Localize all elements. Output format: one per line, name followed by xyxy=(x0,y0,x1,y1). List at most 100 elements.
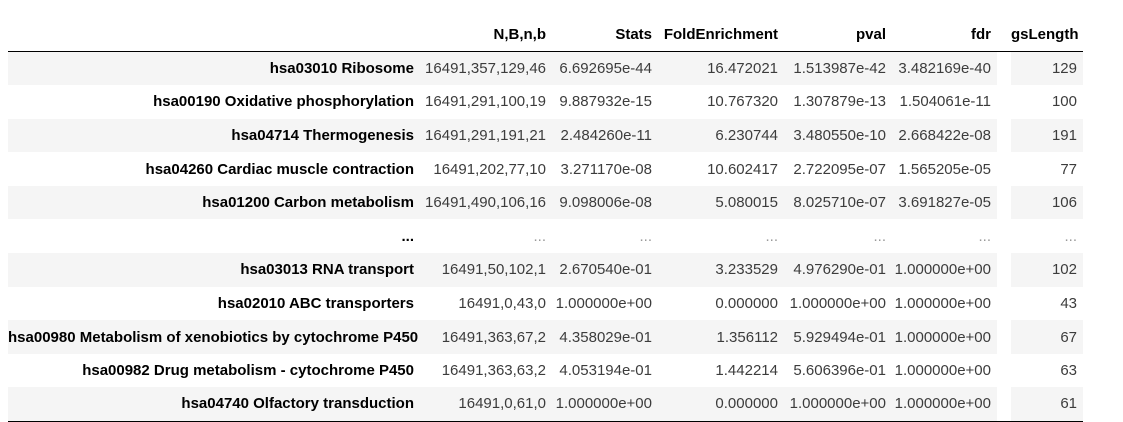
cell-value: ... xyxy=(420,219,552,254)
header-row: N,B,n,b Stats FoldEnrichment pval fdr gsLengt… xyxy=(8,20,1083,52)
pathway-label: hsa04260 Cardiac muscle contraction xyxy=(8,152,420,186)
cell-value: 16491,0,61,0 xyxy=(420,387,552,422)
column-gap-spacer xyxy=(997,286,1011,321)
column-gap-spacer xyxy=(997,320,1011,354)
cell-value: 1.442214 xyxy=(658,353,784,388)
cell-value: 3.480550e-10 xyxy=(784,118,892,153)
pathway-label: hsa00982 Drug metabolism - cytochrome P4… xyxy=(8,353,420,388)
column-gap-spacer xyxy=(997,353,1011,388)
row-index-corner xyxy=(8,20,420,52)
cell-value: 100 xyxy=(1011,85,1083,119)
table-row: hsa04260 Cardiac muscle contraction 16491… xyxy=(8,152,1083,186)
cell-value: 4.053194e-01 xyxy=(552,353,658,388)
cell-value: 1.000000e+00 xyxy=(552,286,658,321)
cell-value: ... xyxy=(892,219,997,254)
cell-value: 1.565205e-05 xyxy=(892,152,997,186)
cell-value: 1.000000e+00 xyxy=(892,353,997,388)
cell-value: 2.668422e-08 xyxy=(892,118,997,153)
pathway-label: hsa03013 RNA transport xyxy=(8,253,420,287)
cell-value: 16.472021 xyxy=(658,51,784,86)
cell-value: ... xyxy=(552,219,658,254)
pathway-label: hsa02010 ABC transporters xyxy=(8,286,420,321)
cell-value: 0.000000 xyxy=(658,286,784,321)
table-row: hsa00190 Oxidative phosphorylation 16491,… xyxy=(8,85,1083,119)
table-body: hsa03010 Ribosome 16491,357,129,46 6.69269… xyxy=(8,51,1083,422)
column-header: Stats xyxy=(552,20,658,52)
cell-value: 3.271170e-08 xyxy=(552,152,658,186)
cell-value: 2.722095e-07 xyxy=(784,152,892,186)
cell-value: 191 xyxy=(1011,118,1083,153)
pathway-label: hsa01200 Carbon metabolism xyxy=(8,185,420,220)
pathway-label: hsa04714 Thermogenesis xyxy=(8,118,420,153)
pathway-label: hsa04740 Olfactory transduction xyxy=(8,387,420,422)
column-header: N,B,n,b xyxy=(420,20,552,52)
cell-value: 6.692695e-44 xyxy=(552,51,658,86)
pathway-label: ... xyxy=(8,219,420,254)
pathway-label: hsa00190 Oxidative phosphorylation xyxy=(8,85,420,119)
cell-value: 4.976290e-01 xyxy=(784,253,892,287)
cell-value: 3.691827e-05 xyxy=(892,185,997,220)
cell-value: 3.482169e-40 xyxy=(892,51,997,86)
cell-value: 1.000000e+00 xyxy=(892,320,997,354)
cell-value: 0.000000 xyxy=(658,387,784,422)
cell-value: 9.887932e-15 xyxy=(552,85,658,119)
table-row: hsa00982 Drug metabolism - cytochrome P4… xyxy=(8,353,1083,388)
enrichment-results-table: N,B,n,b Stats FoldEnrichment pval fdr gsLengt… xyxy=(8,20,1083,422)
cell-value: 1.000000e+00 xyxy=(892,286,997,321)
column-header: pval xyxy=(784,20,892,52)
cell-value: 1.000000e+00 xyxy=(784,387,892,422)
column-header: FoldEnrichment xyxy=(658,20,784,52)
cell-value: 5.929494e-01 xyxy=(784,320,892,354)
cell-value: 1.000000e+00 xyxy=(892,253,997,287)
cell-value: 5.606396e-01 xyxy=(784,353,892,388)
column-gap-spacer xyxy=(997,51,1011,86)
cell-value: 16491,291,100,19 xyxy=(420,85,552,119)
cell-value: 1.000000e+00 xyxy=(552,387,658,422)
cell-value: 9.098006e-08 xyxy=(552,185,658,220)
cell-value: 77 xyxy=(1011,152,1083,186)
notebook-output-area: N,B,n,b Stats FoldEnrichment pval fdr gsLengt… xyxy=(8,20,1083,422)
cell-value: 67 xyxy=(1011,320,1083,354)
cell-value: 16491,0,43,0 xyxy=(420,286,552,321)
cell-value: 2.484260e-11 xyxy=(552,118,658,153)
column-gap-spacer xyxy=(997,219,1011,254)
cell-value: 43 xyxy=(1011,286,1083,321)
column-gap-spacer xyxy=(997,185,1011,220)
table-row: hsa04714 Thermogenesis 16491,291,191,21 2.… xyxy=(8,118,1083,153)
cell-value: 1.000000e+00 xyxy=(784,286,892,321)
table-row: ..................... xyxy=(8,219,1083,254)
pathway-label: hsa00980 Metabolism of xenobiotics by cy… xyxy=(8,320,420,354)
cell-value: 3.233529 xyxy=(658,253,784,287)
cell-value: 16491,363,63,2 xyxy=(420,353,552,388)
cell-value: 102 xyxy=(1011,253,1083,287)
cell-value: 1.504061e-11 xyxy=(892,85,997,119)
column-gap-spacer xyxy=(997,152,1011,186)
cell-value: ... xyxy=(784,219,892,254)
cell-value: 61 xyxy=(1011,387,1083,422)
table-row: hsa00980 Metabolism of xenobiotics by cy… xyxy=(8,320,1083,354)
table-row: hsa04740 Olfactory transduction 16491,0,6… xyxy=(8,387,1083,422)
cell-value: 10.602417 xyxy=(658,152,784,186)
column-gap-spacer xyxy=(997,85,1011,119)
column-gap-spacer xyxy=(997,20,1011,52)
column-gap-spacer xyxy=(997,253,1011,287)
column-header: gsLength xyxy=(1011,20,1083,52)
cell-value: ... xyxy=(1011,219,1083,254)
table-row: hsa02010 ABC transporters 16491,0,43,0 1.0… xyxy=(8,286,1083,321)
pathway-label: hsa03010 Ribosome xyxy=(8,51,420,86)
cell-value: ... xyxy=(658,219,784,254)
cell-value: 1.000000e+00 xyxy=(892,387,997,422)
cell-value: 4.358029e-01 xyxy=(552,320,658,354)
cell-value: 5.080015 xyxy=(658,185,784,220)
cell-value: 129 xyxy=(1011,51,1083,86)
column-header: fdr xyxy=(892,20,997,52)
column-gap-spacer xyxy=(997,118,1011,153)
cell-value: 1.307879e-13 xyxy=(784,85,892,119)
column-gap-spacer xyxy=(997,387,1011,422)
table-row: hsa03013 RNA transport 16491,50,102,1 2.67… xyxy=(8,253,1083,287)
cell-value: 2.670540e-01 xyxy=(552,253,658,287)
cell-value: 16491,50,102,1 xyxy=(420,253,552,287)
cell-value: 106 xyxy=(1011,185,1083,220)
table-row: hsa03010 Ribosome 16491,357,129,46 6.69269… xyxy=(8,51,1083,86)
cell-value: 16491,363,67,2 xyxy=(420,320,552,354)
